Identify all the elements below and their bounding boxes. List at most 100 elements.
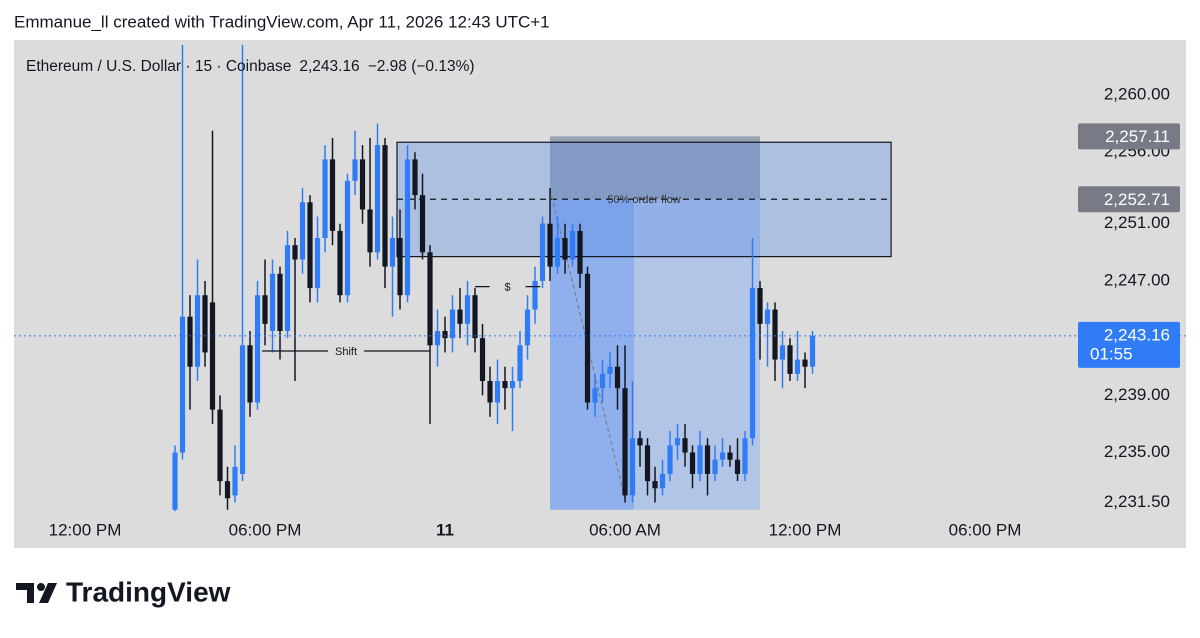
last: 2,243.16: [299, 58, 359, 75]
legend-symbol: Ethereum / U.S. Dollar · 15 · Coinbase 2,…: [26, 58, 475, 75]
x-tick-label: 12:00 PM: [49, 520, 122, 539]
logo: TradingView: [16, 576, 231, 607]
candle-body: [427, 252, 433, 346]
candle-body: [562, 238, 568, 260]
candle-body: [742, 438, 748, 474]
order-block-label: 50% order flow: [607, 194, 680, 206]
candle-body: [682, 438, 688, 453]
candle-body: [479, 338, 486, 382]
candle-body: [307, 202, 313, 289]
candle-body: [659, 473, 666, 489]
candle-body: [592, 388, 598, 403]
candle-body: [524, 309, 531, 346]
price-label: 2,252.71: [1104, 190, 1170, 209]
candle-body: [194, 295, 201, 367]
candle-body: [509, 381, 516, 389]
price-label-box: [1078, 123, 1180, 150]
candle-body: [794, 359, 801, 374]
candle-body: [284, 245, 291, 331]
candle-body: [749, 288, 756, 439]
candle-body: [419, 195, 426, 253]
y-tick-label: 2,247.00: [1104, 270, 1170, 289]
candle-body: [247, 345, 253, 403]
candle-body: [599, 373, 606, 389]
candle-body: [344, 180, 351, 296]
logo-mark: [39, 583, 57, 603]
last-price-box: [1078, 321, 1180, 368]
candle-body: [209, 302, 216, 410]
candle-body: [667, 445, 673, 474]
shift-label-bg: [328, 342, 365, 359]
swing-line: [549, 189, 626, 500]
candle-body: [637, 438, 643, 446]
candle-body: [464, 295, 471, 324]
x-tick-label: 06:00 PM: [229, 520, 302, 539]
candle-body: [329, 159, 336, 231]
logo-mark: [16, 583, 34, 603]
candle-body: [299, 202, 306, 260]
x-tick-label: 12:00 PM: [769, 520, 842, 539]
candle-body: [607, 366, 613, 374]
y-tick-label: 2,251.00: [1104, 213, 1170, 232]
shift-label: Shift: [335, 346, 357, 358]
candle-body: [779, 345, 786, 360]
candle-body: [232, 466, 238, 496]
x-tick-label: 06:00 PM: [949, 520, 1022, 539]
range-box-top: [550, 136, 761, 200]
sweep-label: $: [504, 282, 510, 294]
candle-body: [764, 309, 771, 324]
candle-body: [367, 209, 373, 253]
price-label-box: [1078, 186, 1180, 213]
candle-body: [539, 223, 546, 281]
y-tick-label: 2,239.00: [1104, 385, 1170, 404]
candle-body: [359, 159, 366, 210]
candle-body: [704, 445, 711, 474]
price-label: 2,257.11: [1105, 127, 1170, 146]
countdown: 01:55: [1090, 344, 1133, 363]
candle-body: [449, 309, 456, 339]
candle-body: [494, 381, 501, 403]
candle-body: [697, 445, 703, 474]
candle-body: [577, 230, 583, 274]
candle-body: [239, 345, 246, 474]
candle-body: [412, 159, 418, 196]
candle-body: [614, 366, 621, 389]
candle-body: [434, 330, 441, 346]
candle-body: [269, 273, 276, 331]
candle-body: [217, 409, 223, 482]
candle-body: [734, 459, 741, 474]
candle-body: [322, 159, 328, 239]
x-tick-label: 11: [436, 520, 454, 539]
candle-body: [224, 481, 231, 499]
candle-body: [652, 481, 658, 489]
candle-body: [292, 245, 298, 260]
candle-body: [352, 159, 358, 181]
candle-body: [644, 445, 651, 482]
candle-body: [457, 309, 463, 324]
candle-body: [202, 295, 208, 353]
candle-body: [689, 452, 696, 474]
y-tick-label: 2,235.00: [1104, 442, 1170, 461]
candle-body: [719, 452, 726, 460]
candle-body: [337, 230, 343, 296]
candle-body: [554, 238, 561, 267]
candle-body: [712, 459, 718, 474]
candle-body: [629, 438, 636, 496]
y-tick-label: 2,231.50: [1104, 492, 1170, 511]
candle-body: [517, 345, 523, 382]
candle-body: [487, 381, 493, 403]
candle-body: [442, 330, 448, 339]
sweep-label-bg: [489, 278, 526, 295]
candle-body: [254, 295, 261, 403]
candle-body: [179, 316, 186, 453]
plot-area: 50% order flow Shift $: [172, 45, 892, 512]
candle-body: [787, 345, 793, 374]
change: −2.98 (−0.13%): [368, 58, 475, 75]
candle-body: [532, 280, 538, 310]
symbol: Ethereum / U.S. Dollar · 15 · Coinbase: [26, 58, 291, 75]
footer-brand: TradingView: [66, 576, 231, 607]
candle-body: [187, 316, 193, 367]
candle-body: [569, 230, 576, 260]
x-tick-label: 06:00 AM: [589, 520, 661, 539]
